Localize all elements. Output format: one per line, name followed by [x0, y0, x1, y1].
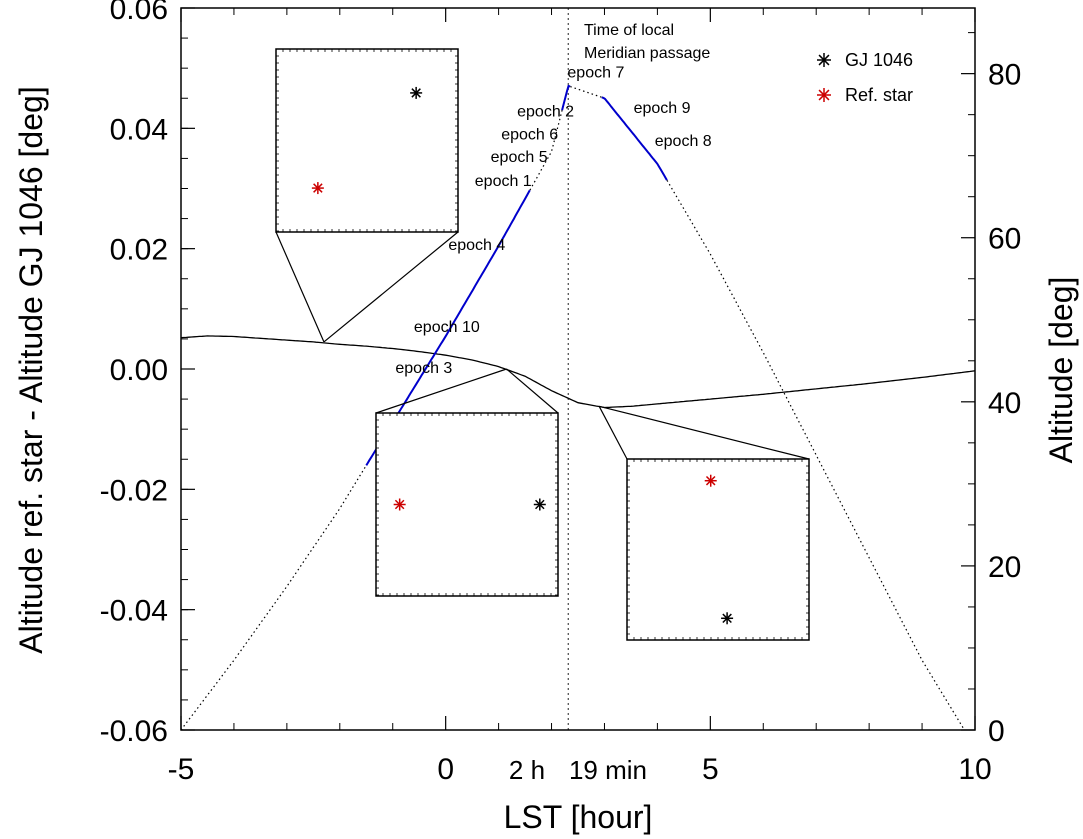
meridian-label-line2: Meridian passage	[584, 45, 710, 62]
y-tick-label: 0.02	[110, 234, 168, 267]
inset-target-star	[533, 498, 546, 511]
legend-symbol-gj1046	[817, 53, 831, 67]
inset-target-star-stroke	[535, 499, 545, 510]
legend-label-ref-star: Ref. star	[845, 85, 913, 105]
difference-line	[180, 335, 976, 409]
x-tick-label: -5	[168, 753, 195, 786]
epoch-label: epoch 9	[634, 100, 691, 117]
inset-frame	[375, 412, 559, 597]
y2-tick-label: 0	[988, 715, 1005, 748]
inset-target-star-stroke	[411, 88, 421, 98]
inset-ref-star-stroke	[705, 475, 716, 486]
y-tick-label: 0.06	[110, 0, 168, 26]
inset-connector	[275, 231, 325, 343]
epoch-label: epoch 5	[491, 149, 548, 166]
observed-segment	[561, 84, 571, 111]
legend-symbol-ref-star-stroke	[818, 89, 830, 101]
meridian-label-line1: Time of local	[584, 22, 674, 39]
y-tick-label: 0.04	[110, 113, 168, 146]
epoch-label: epoch 6	[501, 126, 558, 143]
epoch-label: epoch 10	[414, 319, 480, 336]
observed-segment	[601, 96, 668, 181]
inset-frame	[275, 48, 459, 233]
epoch-label: epoch 2	[517, 103, 574, 120]
inset-ref-star	[393, 498, 406, 511]
inset-ref-star-stroke	[313, 183, 323, 193]
y-tick-label: -0.06	[100, 715, 168, 748]
y2-tick-label: 80	[988, 59, 1021, 92]
x-tick-label: 5	[702, 753, 719, 786]
epoch-label: epoch 1	[475, 173, 532, 190]
inset-target-star-stroke	[722, 613, 732, 624]
y2-tick-label: 20	[988, 551, 1021, 584]
y-tick-label: 0.00	[110, 354, 168, 387]
meridian-note-minutes: 19 min	[569, 755, 647, 785]
epoch-label: epoch 7	[567, 65, 624, 82]
legend-symbol-ref-star	[817, 88, 831, 102]
inset-connector	[599, 405, 810, 460]
insets	[275, 48, 810, 641]
inset-frame	[626, 458, 810, 641]
y2-tick-label: 40	[988, 387, 1021, 420]
legend: GJ 1046 Ref. star	[817, 50, 913, 105]
x-axis-title: LST [hour]	[504, 799, 653, 835]
legend-symbol-gj1046-stroke	[818, 54, 830, 66]
x-tick-label: 0	[437, 753, 454, 786]
x-tick-label: 10	[958, 753, 991, 786]
epoch-label: epoch 3	[395, 360, 452, 377]
altitude-line	[180, 85, 965, 731]
inset-connector	[375, 368, 507, 414]
inset-ref-star	[311, 182, 324, 195]
y2-tick-label: 60	[988, 223, 1021, 256]
inset-connector	[323, 231, 459, 343]
epoch-label: epoch 8	[655, 133, 712, 150]
inset-ref-star	[704, 474, 717, 487]
epoch-label: epoch 4	[448, 237, 505, 254]
y-axis-title: Altitude ref. star - Altitude GJ 1046 [d…	[13, 86, 49, 653]
legend-label-gj1046: GJ 1046	[845, 50, 913, 70]
inset-ref-star-stroke	[394, 499, 405, 510]
y-tick-label: -0.04	[100, 595, 168, 628]
annotations: Time of local Meridian passage 2 h 19 mi…	[395, 22, 711, 785]
inset-target-star	[721, 612, 734, 625]
y-tick-label: -0.02	[100, 474, 168, 507]
meridian-note-hours: 2 h	[509, 755, 545, 785]
y2-axis-title: Altitude [deg]	[1043, 277, 1079, 464]
axes: LST [hour] Altitude ref. star - Altitude…	[13, 0, 1079, 835]
inset-target-star	[410, 86, 423, 99]
inset-connector	[506, 368, 559, 414]
inset-connector	[598, 406, 628, 460]
